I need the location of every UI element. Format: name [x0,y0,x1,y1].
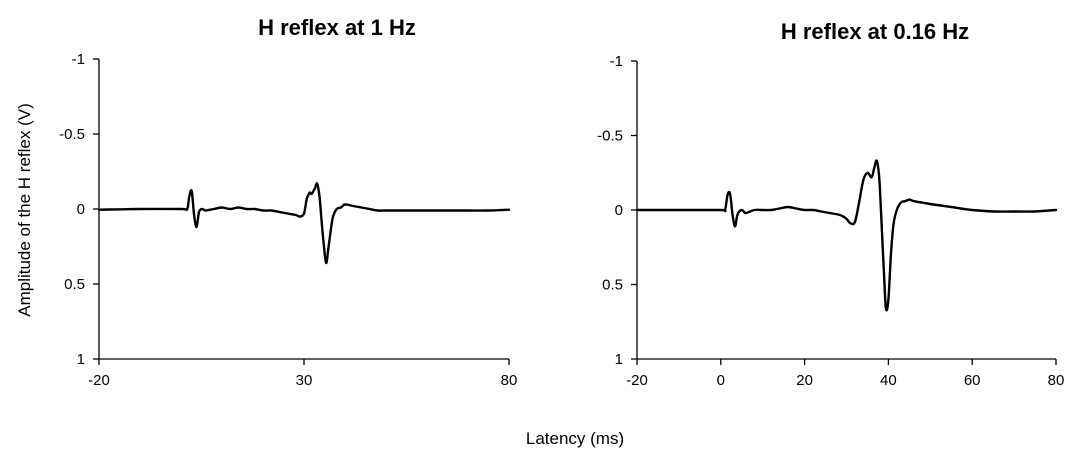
x-tick-label: 20 [796,372,813,389]
chart-panel-1hz: H reflex at 1 Hz -1 -0.5 0 0.5 1-20 30 80 [59,15,517,389]
x-tick-label: 0 [717,372,725,389]
y-tick-label: -1 [72,51,85,68]
x-axis-label: Latency (ms) [526,429,624,448]
x-tick-label: 30 [296,372,313,389]
y-tick-label: 0.5 [602,277,623,294]
y-tick-label: 0 [77,201,85,218]
y-tick-label: -1 [610,53,623,70]
chart-panel-016hz: H reflex at 0.16 Hz -1 -0.5 0 0.5 1-20 0 20 40 60… [597,19,1064,389]
x-tick-label: -20 [88,372,110,389]
chart-title: H reflex at 0.16 Hz [781,19,969,44]
y-axis-label: Amplitude of the H reflex (V) [15,103,34,317]
y-tick-label: -0.5 [59,126,85,143]
y-tick-label: 1 [615,351,623,368]
y-tick-label: -0.5 [597,128,623,145]
x-tick-label: 60 [964,372,981,389]
x-tick-label: -20 [626,372,648,389]
x-tick-label: 40 [880,372,897,389]
h-reflex-trace [97,182,511,265]
h-reflex-trace [635,159,1058,312]
y-tick-label: 0.5 [64,276,85,293]
y-tick-label: 1 [77,351,85,368]
chart-title: H reflex at 1 Hz [258,15,416,40]
y-tick-label: 0 [615,202,623,219]
x-tick-label: 80 [501,372,518,389]
x-tick-label: 80 [1048,372,1065,389]
